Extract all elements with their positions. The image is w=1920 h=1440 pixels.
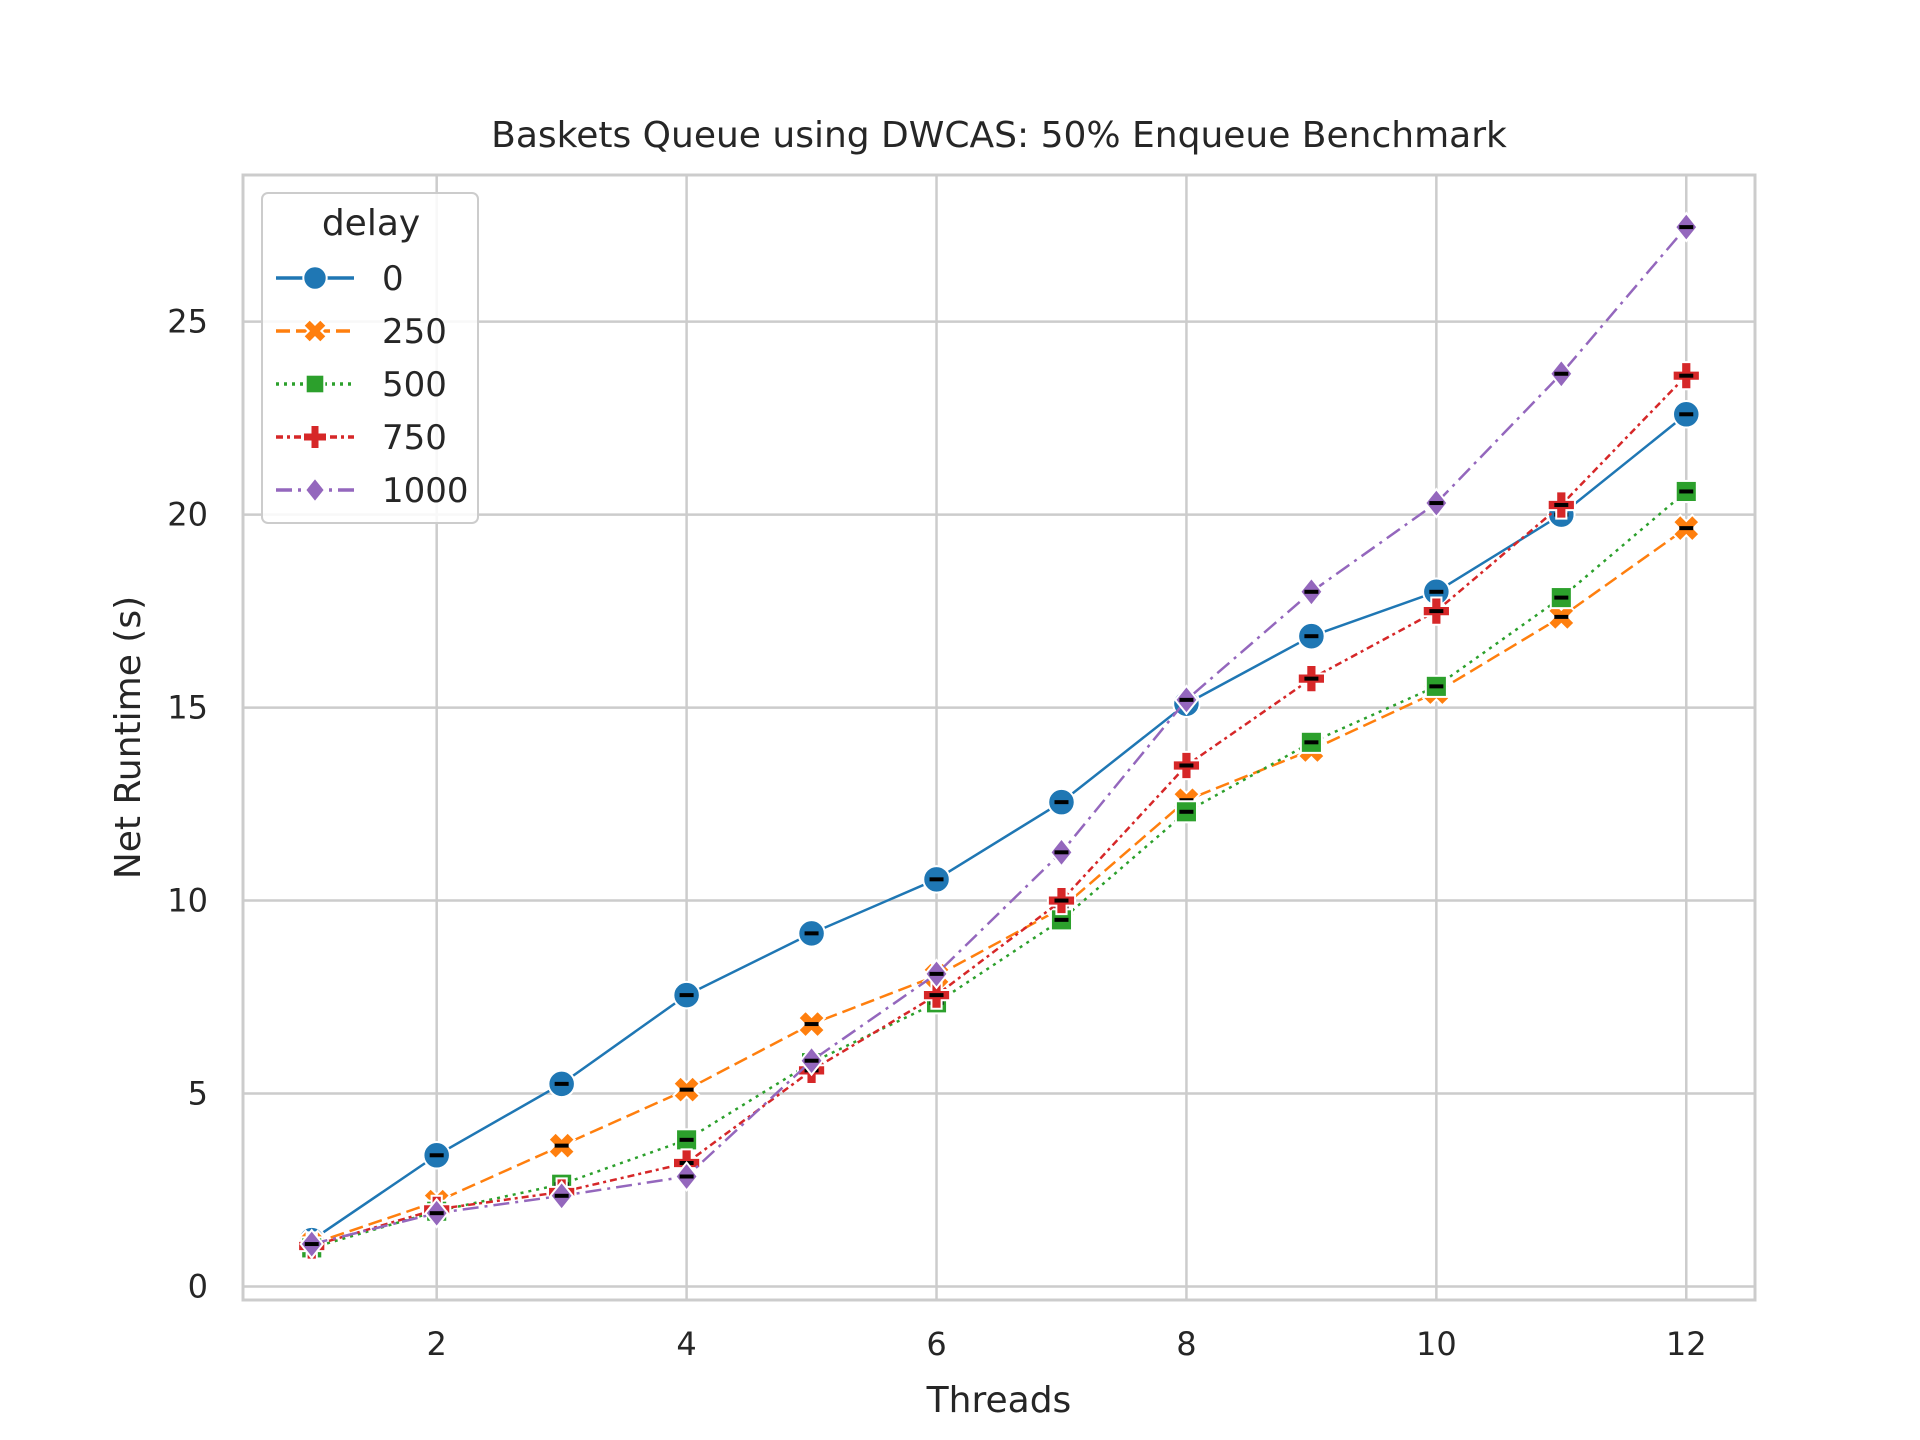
legend-label-0: 0	[382, 259, 404, 299]
legend-marker-0	[302, 265, 328, 291]
x-tick-label: 2	[427, 1325, 447, 1363]
y-tick-label: 15	[167, 689, 208, 727]
series-500	[300, 479, 1698, 1260]
legend-marker-250	[301, 317, 329, 345]
x-tick-label: 4	[676, 1325, 696, 1363]
chart-title: Baskets Queue using DWCAS: 50% Enqueue B…	[491, 115, 1507, 156]
y-tick-label: 20	[167, 496, 208, 534]
series-750	[297, 361, 1701, 1261]
x-tick-label: 6	[926, 1325, 946, 1363]
legend-marker-1000	[303, 476, 327, 504]
series-250	[297, 513, 1701, 1259]
y-tick-label: 5	[188, 1075, 208, 1113]
series-line-0	[311, 413, 1688, 1242]
x-axis-label: Threads	[926, 1380, 1072, 1421]
legend-item-1000: 1000	[276, 471, 469, 511]
y-tick-label: 0	[188, 1267, 208, 1305]
series-line-500	[311, 490, 1688, 1250]
y-axis-label: Net Runtime (s)	[108, 596, 149, 879]
y-tick-label: 10	[167, 882, 208, 920]
legend-title: delay	[322, 203, 420, 244]
x-tick-label: 10	[1416, 1325, 1457, 1363]
series-0	[297, 400, 1701, 1255]
series-line-1000	[311, 226, 1688, 1246]
legend-marker-500	[304, 373, 326, 395]
x-tick-label: 8	[1176, 1325, 1196, 1363]
y-tick-label: 25	[167, 303, 208, 341]
legend-label-1000: 1000	[382, 471, 469, 511]
tick-labels: 2 4 6 8 10 12 0 5 10 15 20 25	[167, 303, 1706, 1363]
series-layer	[297, 211, 1701, 1261]
legend: delay 0 250 500 750 1000	[261, 192, 479, 524]
legend-label-250: 250	[382, 312, 447, 352]
legend-item-750: 750	[276, 418, 447, 458]
legend-items: 0 250 500 750 1000	[276, 259, 469, 511]
legend-label-750: 750	[382, 418, 447, 458]
legend-label-500: 500	[382, 365, 447, 405]
x-tick-label: 12	[1666, 1325, 1707, 1363]
series-line-750	[311, 374, 1688, 1248]
plot-frame	[241, 173, 1757, 1302]
series-line-250	[311, 527, 1687, 1246]
series-1000	[299, 211, 1699, 1260]
legend-item-500: 500	[276, 365, 447, 405]
legend-marker-750	[302, 424, 328, 450]
legend-item-250: 250	[276, 312, 447, 352]
legend-item-0: 0	[276, 259, 404, 299]
